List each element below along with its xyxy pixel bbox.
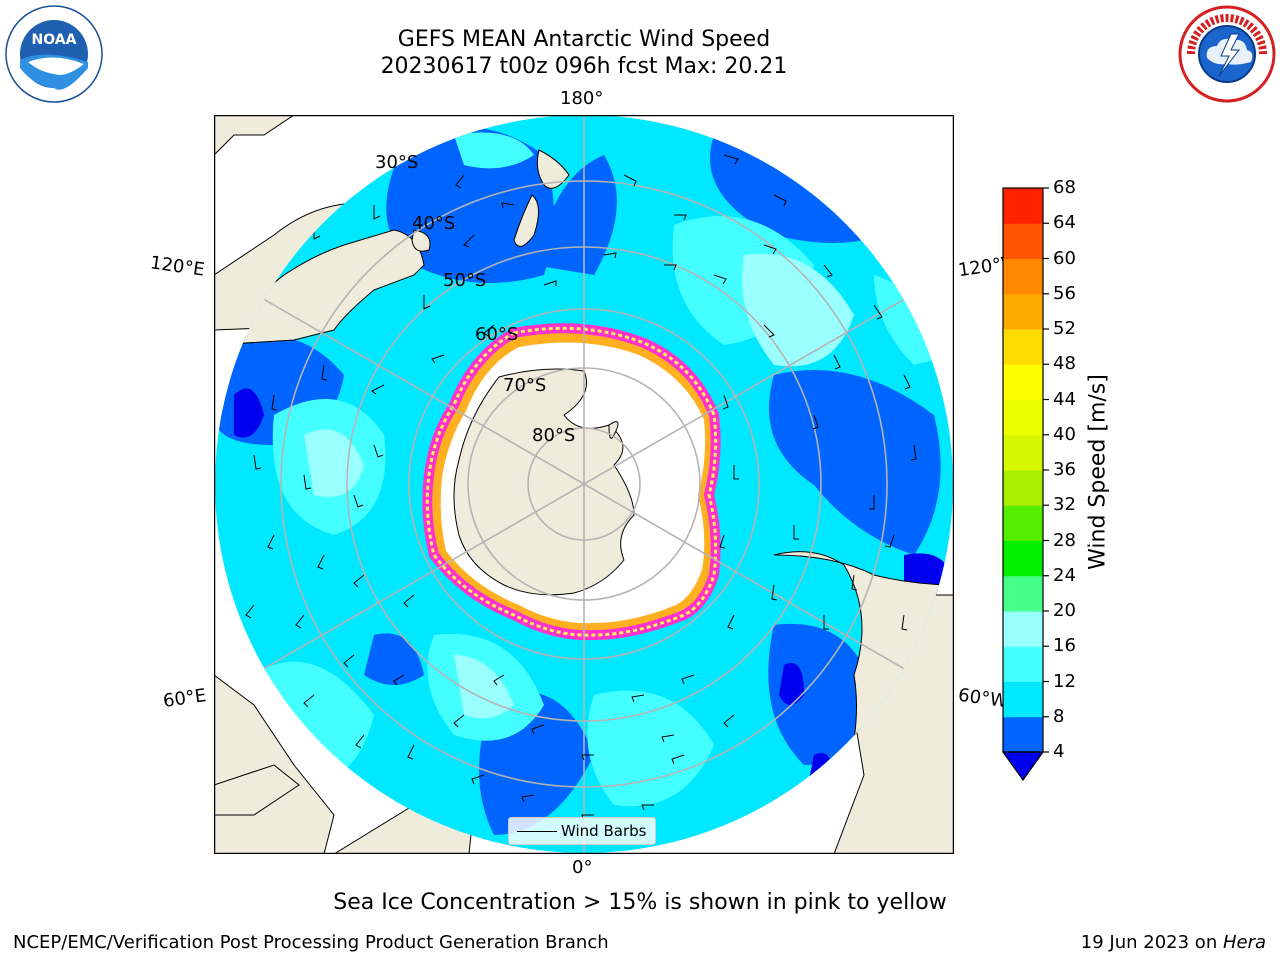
lon-label-60e: 60°E [161,685,208,712]
colorbar-bin [1003,434,1043,471]
noaa-logo: NOAA [5,5,103,103]
lon-label-120e: 120°E [148,252,206,281]
colorbar-bin [1003,399,1043,436]
colorbar-bin [1003,258,1043,295]
colorbar-bin [1003,540,1043,577]
legend-label: Wind Barbs [561,822,647,840]
producer-credit: NCEP/EMC/Verification Post Processing Pr… [13,932,609,953]
nws-logo [1178,5,1276,103]
colorbar-tick-label: 48 [1053,353,1076,375]
lat-label-70s: 70°S [503,375,547,396]
colorbar-tick-label: 64 [1053,212,1076,234]
colorbar-bin [1003,223,1043,259]
generation-date: 19 Jun 2023 on Hera [1080,932,1266,953]
map-title: GEFS MEAN Antarctic Wind Speed [397,27,771,52]
lat-label-30s: 30°S [375,152,419,173]
colorbar-tick-label: 4 [1053,741,1065,762]
colorbar-bin [1003,646,1043,682]
lat-label-60s: 60°S [475,324,519,345]
colorbar-bin [1003,505,1043,541]
colorbar-tick-label: 8 [1053,705,1065,727]
colorbar-tick-label: 60 [1053,247,1076,269]
colorbar-label: Wind Speed [m/s] [1085,374,1111,570]
colorbar-bin [1003,681,1043,718]
legend-line-swatch [517,831,557,832]
colorbar-bin [1003,364,1043,400]
svg-text:NOAA: NOAA [32,32,77,48]
lon-label-180: 180° [560,88,604,109]
lat-label-80s: 80°S [532,425,576,446]
colorbar-tick-label: 40 [1053,423,1076,445]
colorbar-bin [1003,716,1043,753]
colorbar-tick-label: 20 [1053,600,1076,621]
colorbar [1001,187,1049,782]
lon-label-0: 0° [572,857,593,878]
colorbar-tick-label: 24 [1053,564,1076,586]
colorbar-bins [1003,188,1043,753]
colorbar-bin [1003,188,1043,224]
colorbar-tick-label: 52 [1053,318,1076,339]
colorbar-bin [1003,611,1043,647]
colorbar-tick-label: 68 [1053,177,1076,198]
colorbar-bin [1003,293,1043,330]
colorbar-under-arrow [1001,751,1045,782]
colorbar-tick-label: 36 [1053,459,1076,480]
colorbar-bin [1003,575,1043,612]
colorbar-tick-label: 56 [1053,282,1076,304]
lat-label-50s: 50°S [443,270,487,291]
colorbar-tick-label: 12 [1053,670,1076,692]
map-subtitle: 20230617 t00z 096h fcst Max: 20.21 [380,54,788,79]
wind-speed-map [214,115,954,854]
colorbar-bin [1003,470,1043,506]
colorbar-tick-label: 16 [1053,635,1076,657]
colorbar-tick-label: 44 [1053,388,1076,410]
colorbar-tick-label: 28 [1053,529,1076,551]
sea-ice-note: Sea Ice Concentration > 15% is shown in … [333,890,947,915]
lat-label-40s: 40°S [412,213,456,234]
colorbar-tick-label: 32 [1053,494,1076,516]
map-legend: Wind Barbs [508,817,656,845]
colorbar-bin [1003,329,1043,365]
